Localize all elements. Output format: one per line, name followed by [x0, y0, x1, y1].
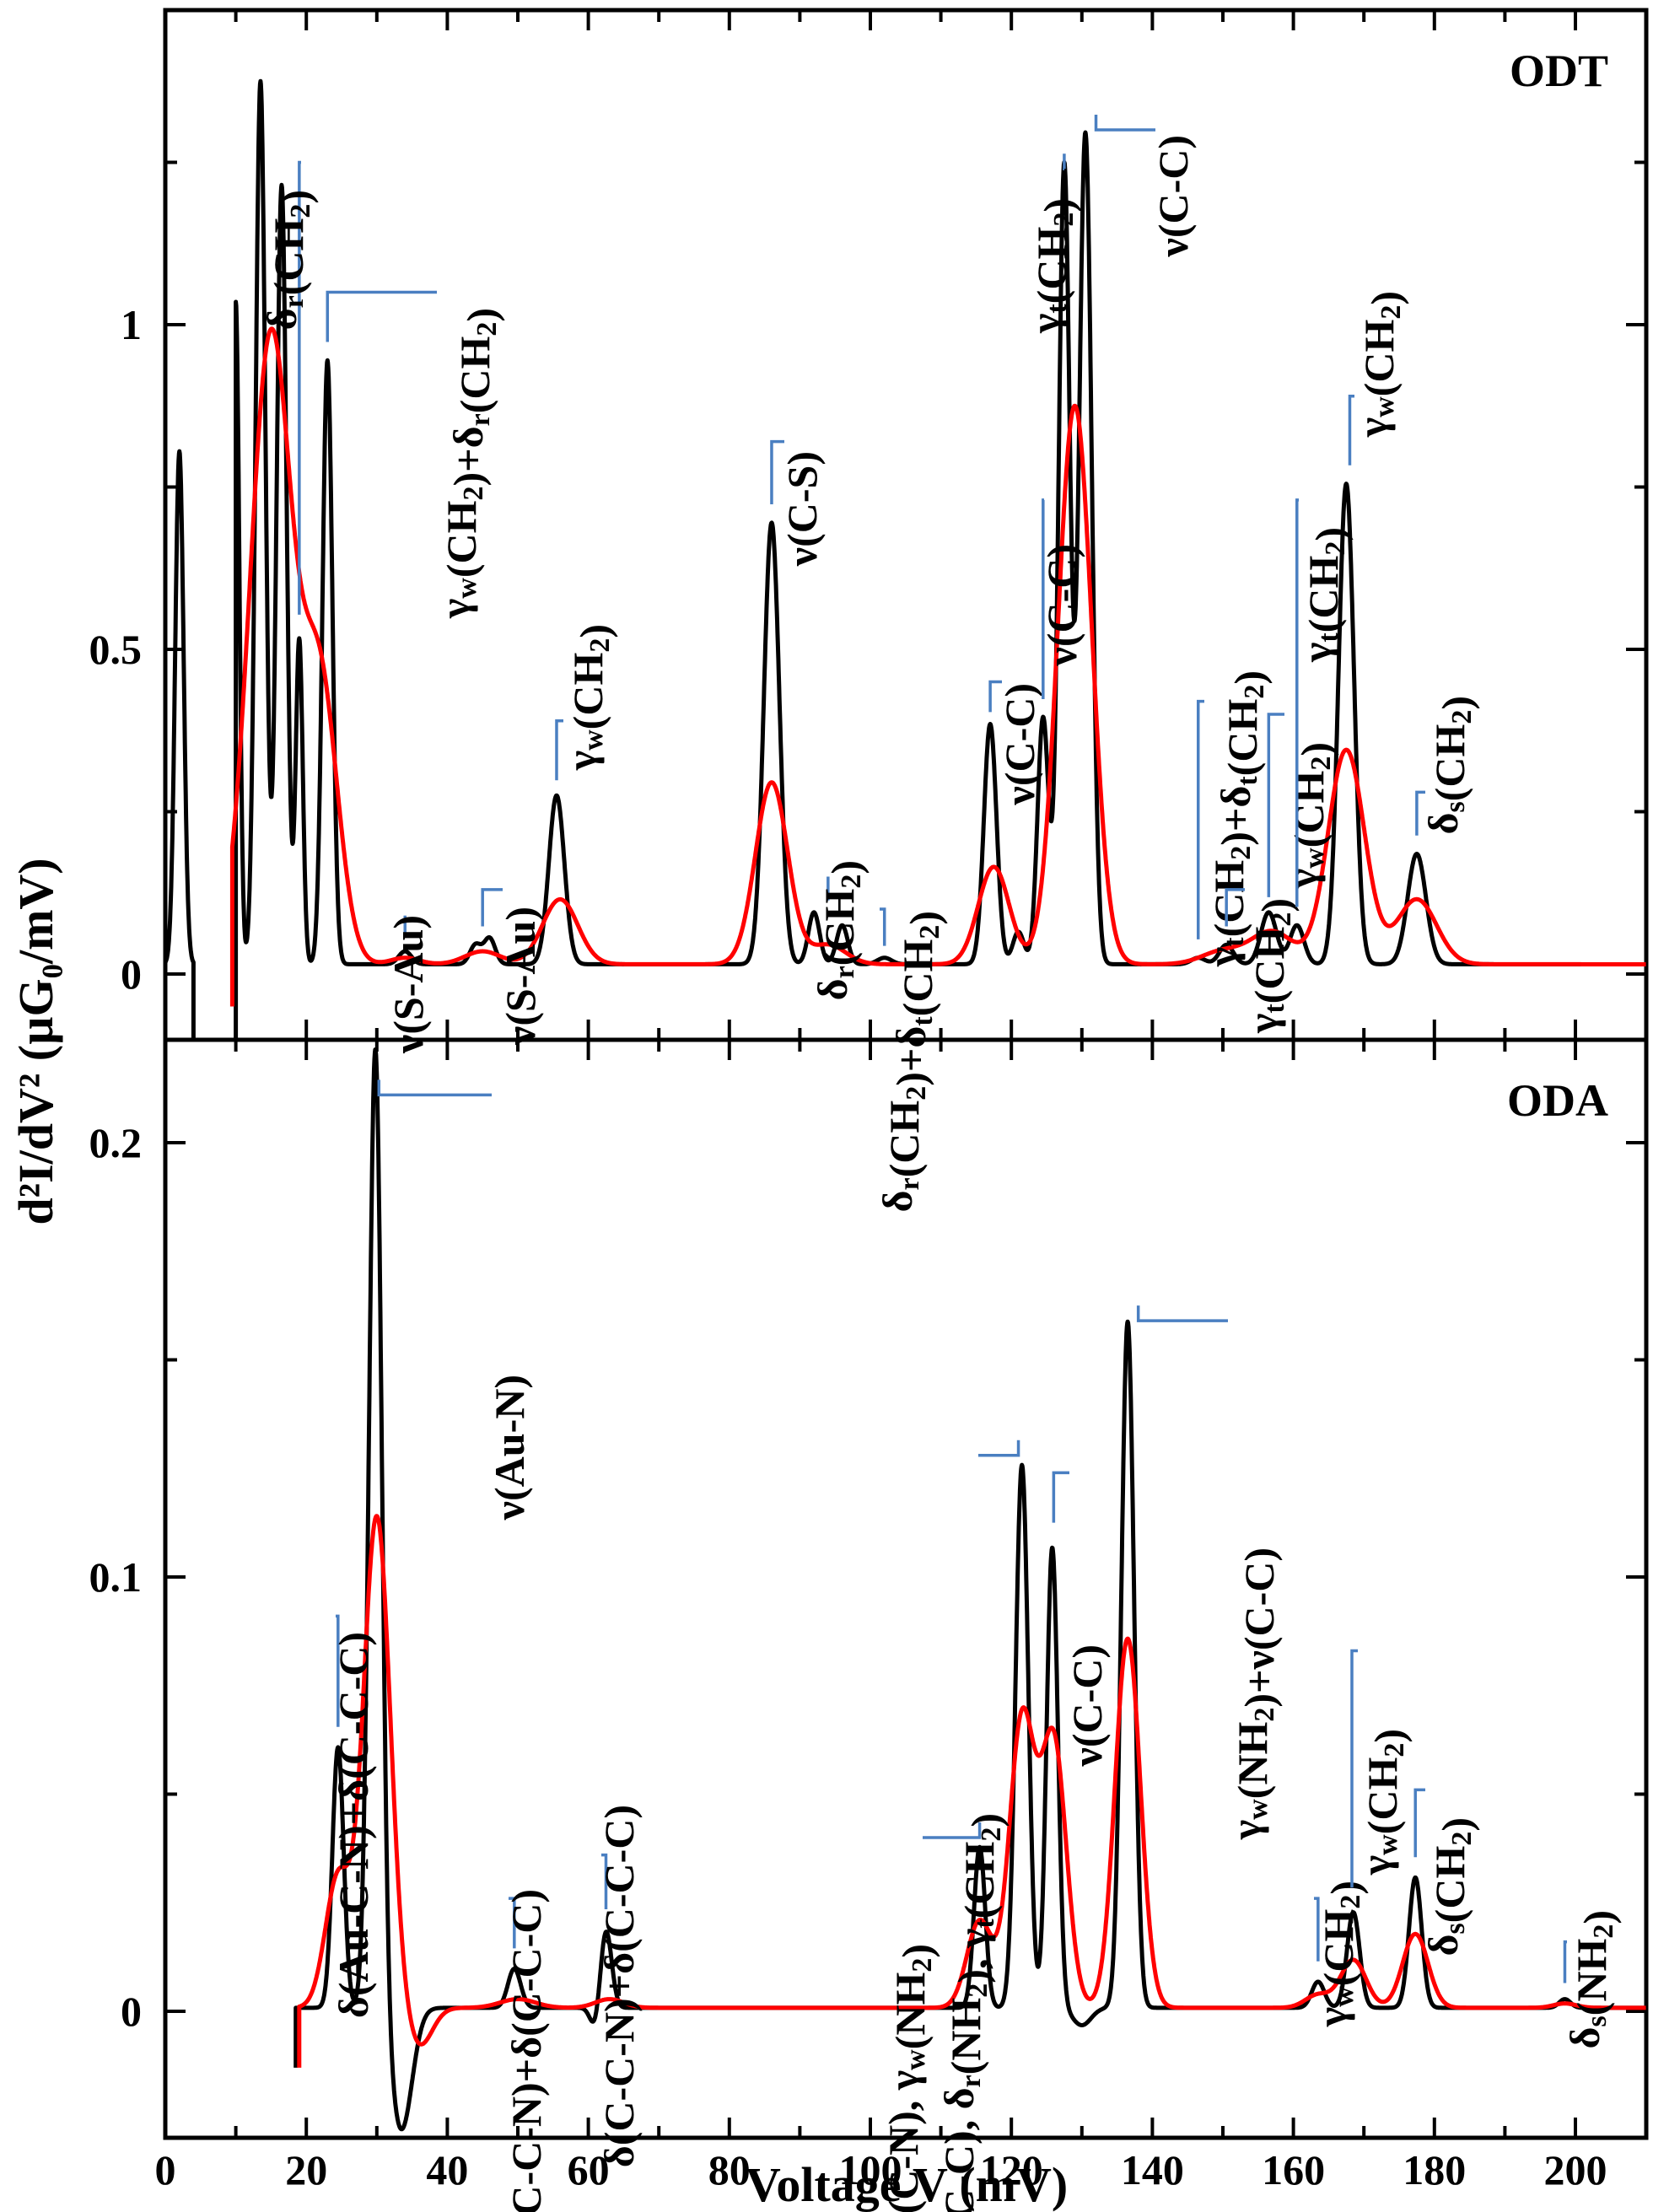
x-tick-label: 200	[1544, 2146, 1607, 2193]
annotation-leader	[509, 1897, 516, 1949]
annotation-leader	[1563, 1940, 1567, 1983]
annotation-leader	[1295, 498, 1299, 907]
mode-annotation: γw(CH2)	[1349, 291, 1409, 438]
annotation-leader	[1042, 498, 1045, 699]
annotation-leader	[601, 1853, 608, 1909]
red-spectrum-line	[229, 326, 1646, 1007]
annotation-leader	[1350, 1649, 1358, 1888]
panel-label: ODA	[1507, 1075, 1608, 1126]
mode-annotation: γt(CH2)	[1239, 898, 1300, 1034]
annotation-leader	[377, 1079, 492, 1097]
annotation-leader	[923, 1822, 982, 1839]
mode-annotation: γw(NH2)+ν(C-C)	[1222, 1547, 1283, 1840]
annotation-leader	[1348, 394, 1354, 466]
mode-annotation: γt(CH2)	[1021, 198, 1082, 334]
mode-annotation: ν(Au-N)	[486, 1375, 533, 1520]
annotation-leader	[336, 1614, 340, 1727]
x-tick-label: 20	[285, 2146, 327, 2193]
mode-annotation: γw(CH2)	[1279, 742, 1339, 889]
mode-annotation: δ(Au-C-N)+δ(C-C-C)	[330, 1632, 377, 2018]
panel-label: ODT	[1510, 46, 1608, 96]
mode-annotation: γt(CH2)	[1293, 527, 1354, 663]
mode-annotation: γw(CH2)	[557, 624, 618, 771]
annotation-leader	[1267, 713, 1284, 897]
y-tick-label: 1	[121, 301, 142, 348]
y-tick-label: 0	[121, 950, 142, 998]
red-spectrum-line	[297, 1514, 1646, 2068]
mode-annotation: γw(CH2)	[1308, 1881, 1369, 2027]
annotation-leader	[1196, 699, 1204, 939]
plot-frame	[163, 1037, 1649, 2140]
mode-annotation: δ(C-C-N)+δ(C-C-C)	[595, 1805, 643, 2167]
x-tick-label: 40	[426, 2146, 468, 2193]
mode-annotation: δs(CH2)	[1419, 696, 1480, 835]
annotation-leader	[1413, 1788, 1425, 1858]
annotation-leader	[481, 888, 503, 927]
mode-annotation: δ(C-C-N)+δ(C-C-C)	[503, 1889, 550, 2212]
x-tick-label: 100	[839, 2146, 902, 2193]
mode-annotation: ν(C-C)	[1063, 1644, 1111, 1768]
mode-annotation: ν(C-C)	[1150, 135, 1197, 258]
y-tick-label: 0	[121, 1988, 142, 2035]
annotation-leader	[1225, 888, 1245, 927]
odt-panel: 0 0.5 1 ODT δr(CH2) γw(CH2)+δr(CH2) ν(S-Au) ν(S…	[89, 8, 1649, 1212]
annotation-leader	[1052, 1471, 1069, 1523]
annotation-leader	[988, 680, 1002, 713]
x-tick-label: 0	[155, 2146, 176, 2193]
x-tick-label: 120	[980, 2146, 1043, 2193]
oda-panel: 0 0.1 0.2 0 20 40 60 80 100 120 140 160 180 200 ODA δ(A…	[89, 1037, 1649, 2212]
annotation-leader	[555, 718, 563, 781]
x-tick-label: 140	[1121, 2146, 1184, 2193]
black-spectrum-line	[165, 78, 1646, 1039]
x-tick-label: 60	[568, 2146, 610, 2193]
mode-annotation: ν(C-C)	[996, 683, 1043, 806]
y-tick-label: 0.2	[89, 1119, 143, 1166]
mode-annotation: ν(C-N), γw(NH2)	[880, 1944, 940, 2212]
mode-annotation: ν(S-Au)	[385, 915, 432, 1054]
x-tick-label: 160	[1262, 2146, 1325, 2193]
annotation-leader	[298, 160, 301, 615]
mode-annotation: ν(S-Au)	[497, 907, 544, 1046]
x-tick-label: 80	[708, 2146, 751, 2193]
mode-annotation: δr(CH2)+δt(CH2)	[874, 911, 948, 1212]
annotation-leader	[1314, 1897, 1320, 1962]
mode-annotation: ν(C-S)	[778, 451, 826, 567]
mode-annotation: ν(C-C), δr(NH2), γt(CH2)	[935, 1813, 1010, 2212]
mode-annotation: δr(CH2)	[809, 860, 870, 1000]
mode-annotation: δs(CH2)	[1419, 1817, 1480, 1956]
mode-annotation: γt(CH2)+δt(CH2)	[1198, 670, 1273, 967]
annotation-leader	[978, 1440, 1020, 1457]
black-spectrum-line	[293, 1047, 1646, 2132]
annotation-leader	[1094, 115, 1155, 132]
y-axis-title: d²I/dV² (µG₀/mV)	[8, 858, 63, 1224]
annotation-leader	[770, 439, 784, 504]
y-tick-label: 0.5	[89, 626, 143, 673]
mode-annotation: γw(CH2)+δr(CH2)	[431, 308, 505, 619]
mode-annotation: δs(NH2)	[1561, 1910, 1622, 2049]
annotation-leader	[1136, 1305, 1228, 1322]
annotation-leader	[880, 907, 886, 946]
mode-annotation: ν(C-C)	[1038, 544, 1085, 667]
annotation-leader	[1415, 790, 1425, 836]
x-axis-title: Voltage V (mV)	[746, 2157, 1068, 2212]
mode-annotation: γw(CH2)	[1352, 1729, 1413, 1876]
x-tick-label: 180	[1403, 2146, 1466, 2193]
annotation-leader	[326, 290, 437, 342]
mode-annotation: δr(CH2)	[258, 190, 319, 330]
y-tick-label: 0.1	[89, 1553, 143, 1601]
